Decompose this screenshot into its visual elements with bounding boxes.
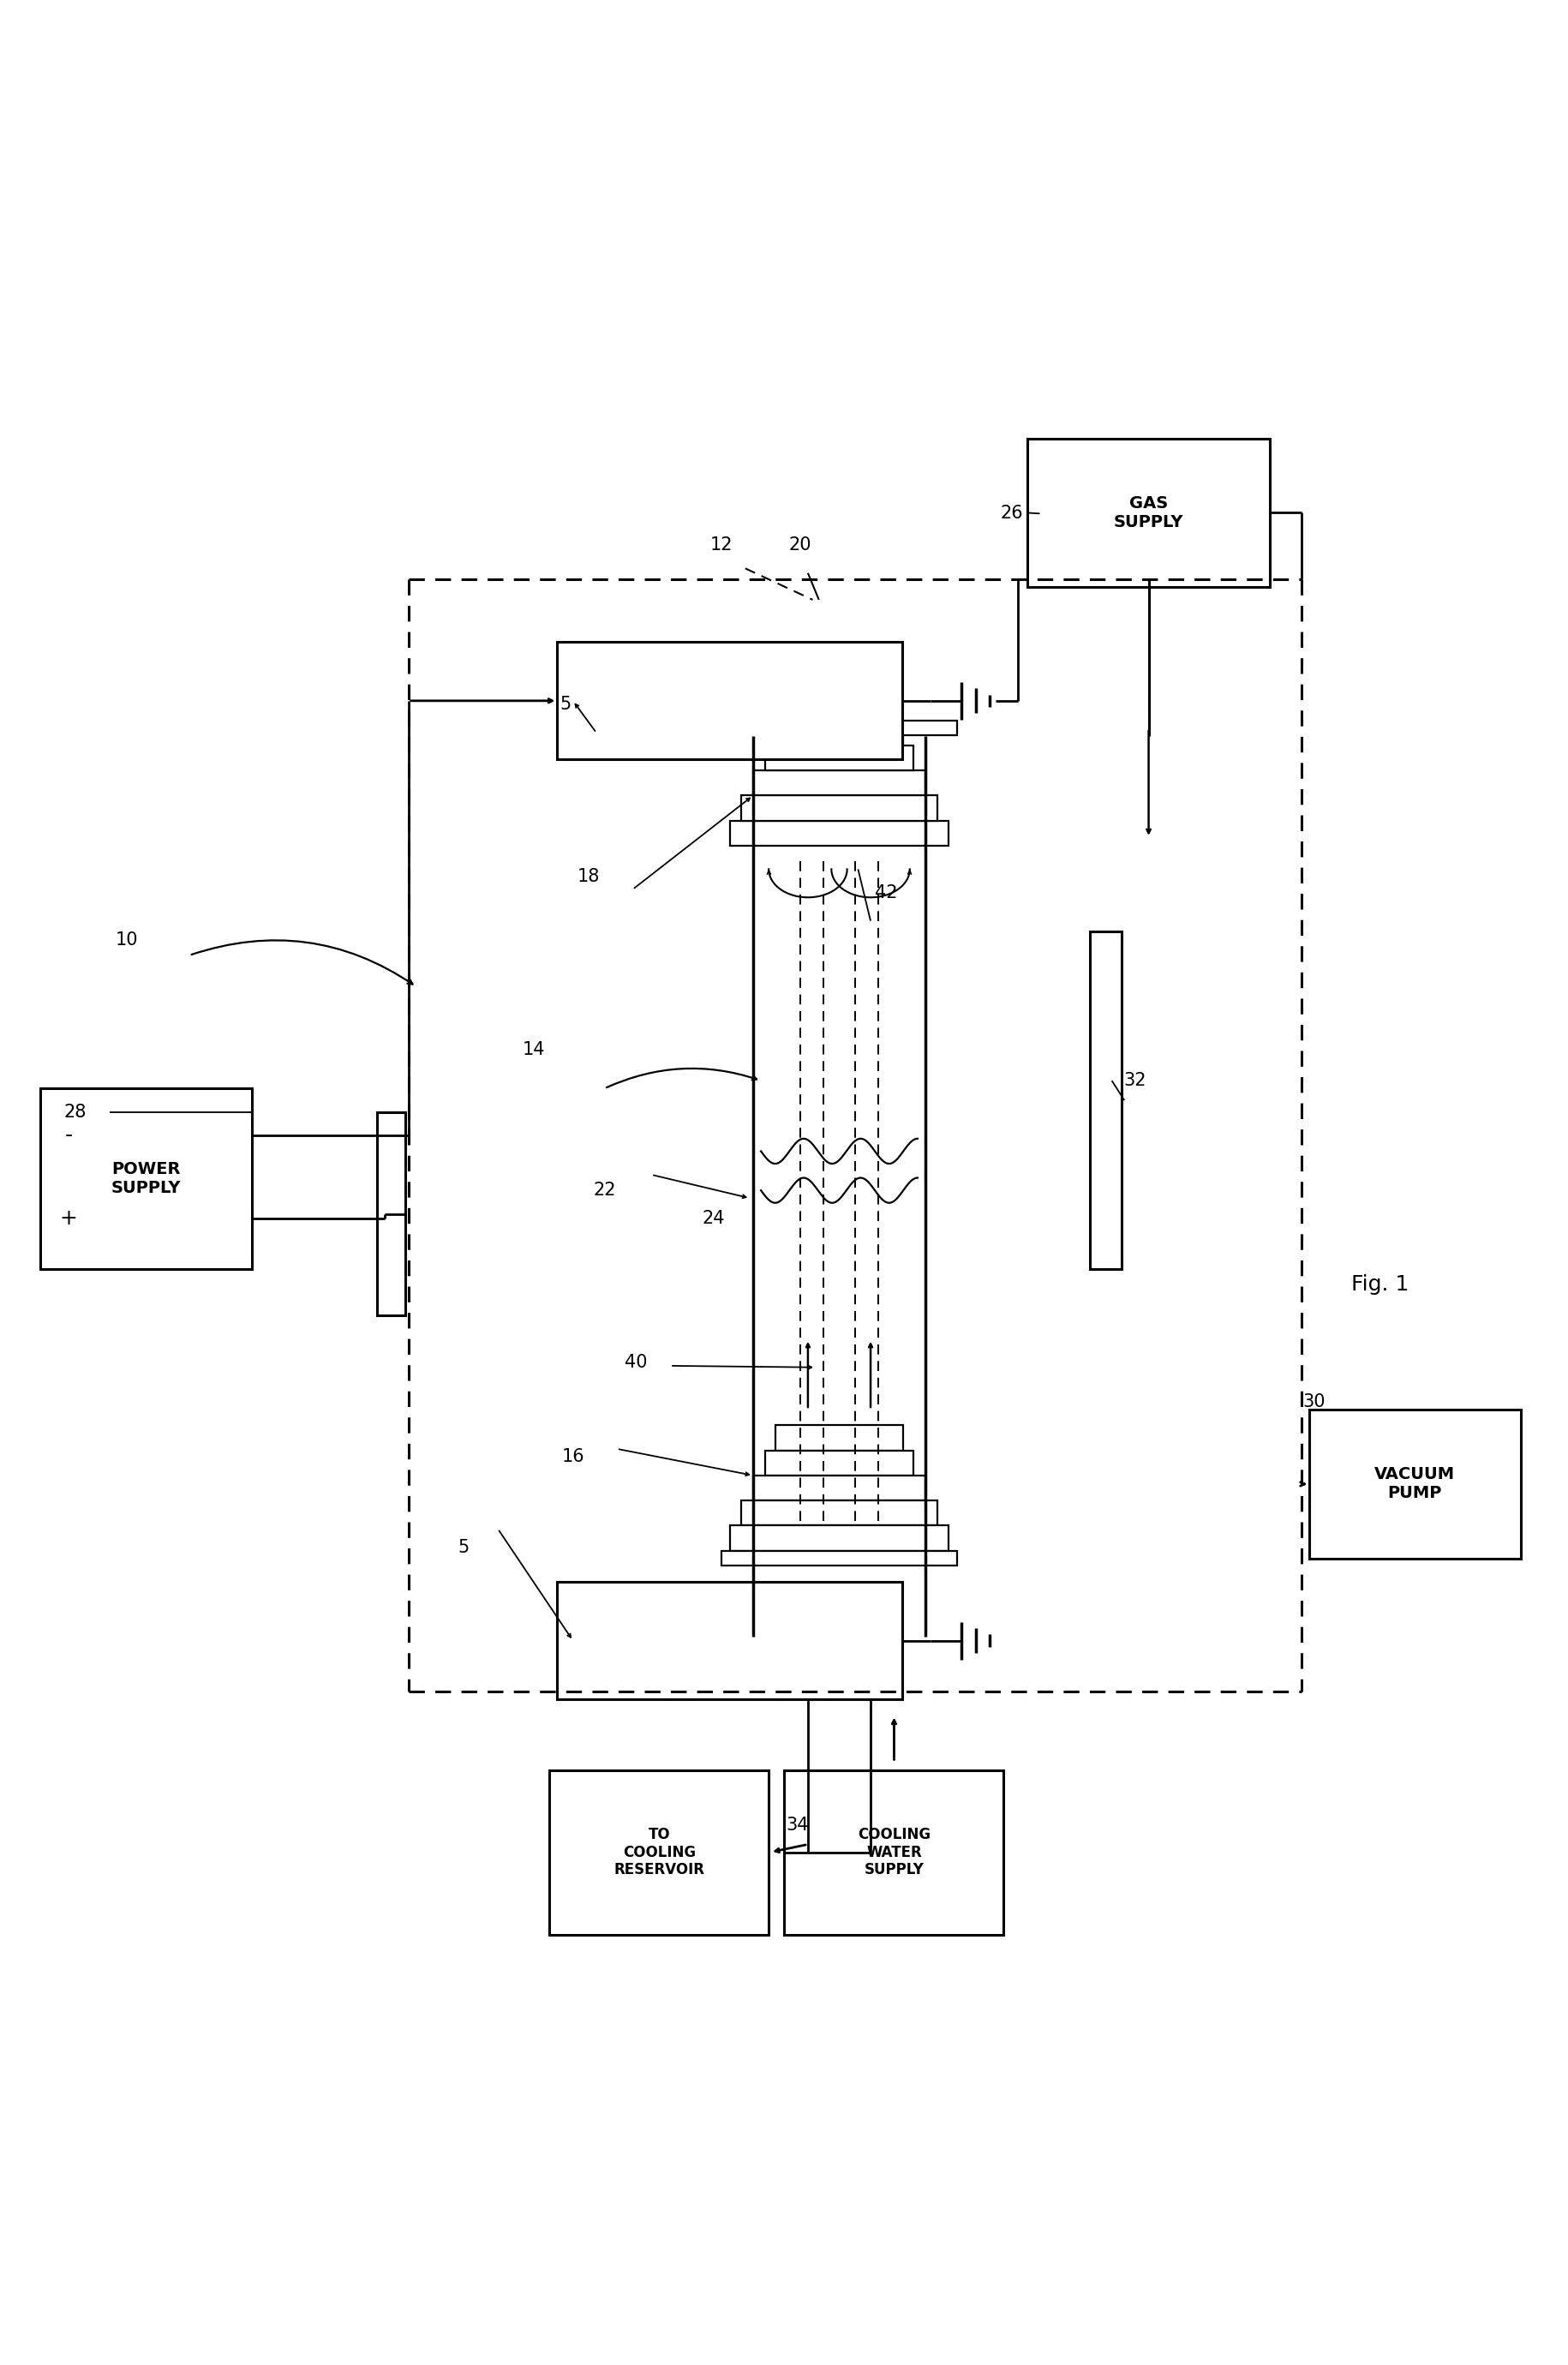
- Bar: [729, 821, 949, 847]
- Bar: [721, 721, 956, 736]
- Bar: [742, 1499, 936, 1525]
- Text: 40: 40: [624, 1355, 646, 1372]
- Text: 30: 30: [1301, 1393, 1325, 1410]
- Text: 5: 5: [560, 695, 571, 714]
- Bar: [753, 771, 925, 795]
- Text: 16: 16: [561, 1447, 583, 1466]
- Text: 10: 10: [114, 932, 138, 948]
- Bar: [765, 745, 913, 771]
- Bar: [1027, 438, 1270, 587]
- Bar: [557, 641, 902, 759]
- Bar: [41, 1088, 252, 1268]
- Text: 12: 12: [710, 537, 732, 553]
- Text: COOLING
WATER
SUPPLY: COOLING WATER SUPPLY: [858, 1826, 930, 1878]
- Bar: [765, 1450, 913, 1476]
- Bar: [753, 1476, 925, 1499]
- Text: 34: 34: [786, 1816, 808, 1833]
- Bar: [1090, 932, 1121, 1268]
- Bar: [742, 795, 936, 821]
- Text: Fig. 1: Fig. 1: [1350, 1275, 1408, 1294]
- Text: -: -: [64, 1126, 72, 1145]
- Text: 32: 32: [1123, 1071, 1146, 1090]
- Text: VACUUM
PUMP: VACUUM PUMP: [1374, 1466, 1455, 1502]
- Text: 14: 14: [522, 1041, 544, 1057]
- Bar: [775, 721, 903, 745]
- Text: 5: 5: [458, 1540, 469, 1556]
- Bar: [1308, 1410, 1519, 1559]
- Bar: [775, 1426, 903, 1450]
- Text: +: +: [60, 1209, 77, 1230]
- Bar: [376, 1112, 405, 1315]
- Bar: [729, 1525, 949, 1551]
- Text: 18: 18: [577, 868, 599, 885]
- Text: TO
COOLING
RESERVOIR: TO COOLING RESERVOIR: [613, 1826, 704, 1878]
- Bar: [721, 1551, 956, 1566]
- Text: GAS
SUPPLY: GAS SUPPLY: [1113, 494, 1182, 530]
- Text: 24: 24: [702, 1211, 724, 1227]
- Text: 42: 42: [875, 885, 897, 901]
- Text: POWER
SUPPLY: POWER SUPPLY: [111, 1161, 180, 1197]
- Text: 28: 28: [63, 1104, 86, 1121]
- Bar: [557, 1582, 902, 1700]
- Text: 20: 20: [789, 537, 811, 553]
- Text: 26: 26: [1000, 506, 1022, 523]
- Bar: [549, 1769, 768, 1935]
- Bar: [784, 1769, 1004, 1935]
- Text: 22: 22: [593, 1182, 615, 1199]
